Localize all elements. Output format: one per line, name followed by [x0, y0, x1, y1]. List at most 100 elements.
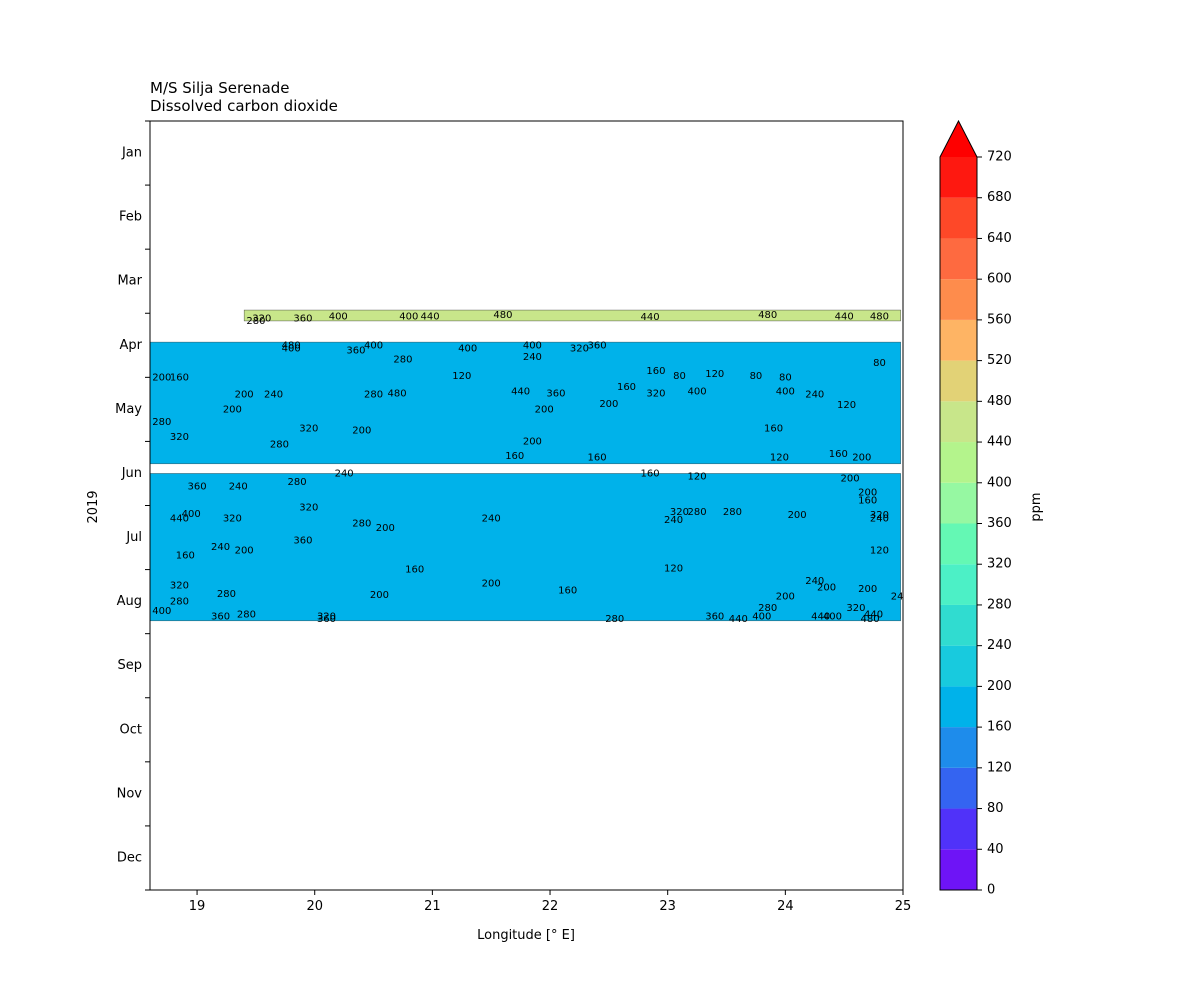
contour-label: 160: [405, 565, 424, 576]
contour-label: 280: [288, 477, 307, 488]
contour-label: 360: [705, 611, 724, 622]
colorbar-tick-label: 400: [987, 475, 1012, 490]
contour-label: 160: [558, 586, 577, 597]
contour-label: 440: [835, 311, 854, 322]
contour-label: 240: [211, 542, 230, 553]
contour-label: 160: [764, 424, 783, 435]
colorbar-tick-label: 120: [987, 760, 1012, 775]
contour-label: 440: [864, 609, 883, 620]
contour-label: 200: [235, 390, 254, 401]
contour-label: 200: [223, 404, 242, 415]
contour-label: 280: [758, 603, 777, 614]
contour-label: 400: [776, 386, 795, 397]
contour-label: 160: [858, 495, 877, 506]
contour-label: 480: [758, 310, 777, 321]
contour-label: 440: [729, 614, 748, 625]
colorbar-tick-label: 200: [987, 679, 1012, 694]
contour-label: 400: [152, 606, 171, 617]
contour-label: 320: [570, 343, 589, 354]
colorbar-tick-label: 0: [987, 883, 995, 898]
colorbar-tick-label: 520: [987, 353, 1012, 368]
contour-label: 200: [482, 579, 501, 590]
colorbar-segment: [940, 727, 977, 768]
contour-label: 120: [452, 371, 471, 382]
contour-label: 240: [805, 390, 824, 401]
contour-label: 240: [870, 513, 889, 524]
y-tick-label: Dec: [117, 850, 142, 865]
contour-label: 280: [270, 440, 289, 451]
contour-label: 120: [664, 563, 683, 574]
contour-label: 360: [293, 313, 312, 324]
contour-label: 280: [237, 609, 256, 620]
contour-label: 200: [817, 583, 836, 594]
y-tick-label: Aug: [117, 594, 142, 609]
y-tick-label: Apr: [120, 338, 143, 353]
contour-label: 320: [252, 313, 271, 324]
colorbar-tick-label: 480: [987, 394, 1012, 409]
data-band-0: [243, 309, 901, 322]
y-tick-label: Mar: [117, 274, 142, 289]
contour-label: 200: [235, 545, 254, 556]
x-tick-label: 22: [542, 899, 559, 914]
contour-label: 160: [617, 382, 636, 393]
colorbar-frame: [939, 119, 978, 891]
contour-label: 320: [299, 502, 318, 513]
contour-label: 200: [841, 474, 860, 485]
contour-label: 200: [535, 404, 554, 415]
contour-label: 360: [188, 481, 207, 492]
y-tick-label: Jul: [125, 530, 142, 545]
contour-label: 120: [688, 472, 707, 483]
colorbar-segment: [940, 442, 977, 483]
contour-label: 200: [776, 591, 795, 602]
contour-label: 360: [293, 536, 312, 547]
colorbar-tick-label: 40: [987, 842, 1004, 857]
colorbar-tick-label: 160: [987, 720, 1012, 735]
contour-label: 200: [788, 510, 807, 521]
contour-label: 24: [891, 591, 904, 602]
colorbar-tick-label: 280: [987, 597, 1012, 612]
colorbar-segment: [940, 686, 977, 728]
contour-label: 320: [223, 513, 242, 524]
contour-label: 280: [393, 354, 412, 365]
y-axis: Jan Feb Mar Apr May Jun Jul Aug Sep Oct Nov Dec: [115, 120, 150, 891]
contour-label: 320: [870, 510, 889, 521]
contour-label: 160: [640, 468, 659, 479]
contour-label: 240: [335, 468, 354, 479]
contour-label: 400: [399, 311, 418, 322]
y-tick-label: Sep: [117, 658, 142, 673]
colorbar-extend-arrow: [940, 121, 977, 157]
contour-label: 480: [861, 614, 880, 625]
x-tick-label: 19: [189, 899, 206, 914]
contour-label: 320: [670, 507, 689, 518]
contour-label: 80: [779, 372, 792, 383]
colorbar-segment: [940, 401, 977, 443]
contour-label: 440: [420, 311, 439, 322]
x-tick-label: 24: [777, 899, 794, 914]
contour-label: 400: [458, 343, 477, 354]
contour-label: 400: [752, 611, 771, 622]
contour-label: 160: [176, 550, 195, 561]
contour-label: 120: [770, 452, 789, 463]
contour-label: 80: [673, 371, 686, 382]
colorbar-segment: [940, 849, 977, 890]
contour-label: 160: [829, 449, 848, 460]
contour-label: 320: [846, 603, 865, 614]
contour-label: 320: [170, 432, 189, 443]
contour-label: 160: [505, 451, 524, 462]
contour-label: 480: [388, 388, 407, 399]
contour-label: 400: [182, 509, 201, 520]
contour-label: 160: [170, 372, 189, 383]
colorbar-segment: [940, 604, 977, 646]
contour-label: 80: [750, 371, 763, 382]
chart-title: M/S Silja Serenade: [150, 79, 290, 97]
y-tick-label: May: [115, 402, 142, 417]
colorbar-segment: [940, 767, 977, 809]
contour-label: 200: [858, 488, 877, 499]
data-band-1: [150, 341, 901, 465]
colorbar-segment: [940, 482, 977, 524]
data-bands: [150, 309, 901, 622]
colorbar-segment: [940, 157, 977, 198]
colorbar-label: ppm: [1029, 492, 1044, 521]
contour-label: 440: [640, 312, 659, 323]
